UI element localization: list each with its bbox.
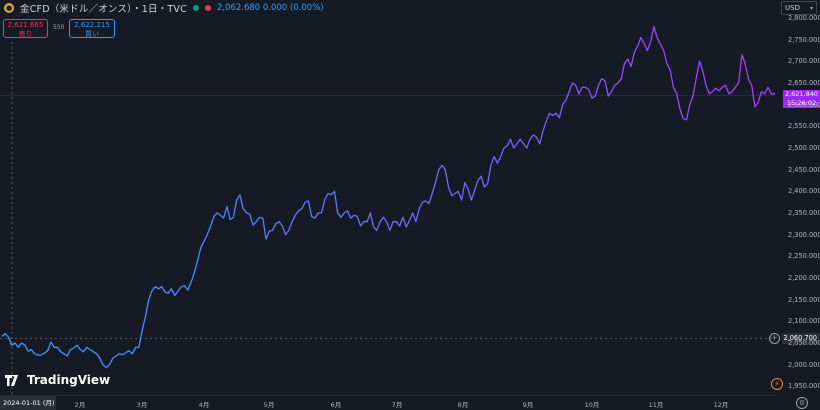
spread-value: 550 xyxy=(53,24,65,31)
price-axis-label: 2,250.000 xyxy=(788,252,820,261)
price-chart[interactable] xyxy=(0,0,775,395)
tradingview-logo-icon xyxy=(5,374,18,386)
time-axis[interactable]: 2月 3月 4月 5月 6月 7月 8月 9月 10月 11月 12月 xyxy=(0,395,775,410)
price-axis-label: 2,400.000 xyxy=(788,187,820,196)
gear-icon[interactable]: ⚙ xyxy=(796,397,808,409)
price-axis-label: 2,000.000 xyxy=(788,360,820,369)
price-axis-label: 2,150.000 xyxy=(788,295,820,304)
price-axis-label: 1,950.000 xyxy=(788,382,820,391)
tick-jul: 7月 xyxy=(391,401,403,409)
price-axis-label: 2,500.000 xyxy=(788,144,820,152)
tick-oct: 10月 xyxy=(584,401,600,409)
price-axis-label: 2,100.000 xyxy=(788,317,820,326)
chart-header: ● 金CFD（米ドル／オンス）・1日・TVC 2,062.680 0.000 (… xyxy=(0,0,775,16)
price-axis-label: 2,200.000 xyxy=(788,274,820,282)
price-axis-label: 2,800.000 xyxy=(788,14,820,22)
market-open-icon xyxy=(192,5,199,11)
gold-price-series xyxy=(1,26,775,369)
currency-select[interactable]: USD ▾ xyxy=(781,1,817,15)
tick-sep: 9月 xyxy=(522,401,534,409)
price-axis-label: 2,300.000 xyxy=(788,230,820,239)
chevron-down-icon: ▾ xyxy=(809,5,813,12)
quote-change: 2,062.680 0.000 (0.00%) xyxy=(216,3,324,13)
symbol-title[interactable]: 金CFD（米ドル／オンス）・1日・TVC xyxy=(20,4,187,15)
crosshair-date-label: 2024-01-01 (月) xyxy=(0,396,56,410)
tick-apr: 4月 xyxy=(198,401,210,409)
price-axis-label: 2,550.000 xyxy=(788,122,820,131)
buy-button[interactable]: 2,622.215 買い xyxy=(69,19,115,38)
tick-feb: 2月 xyxy=(74,401,86,409)
last-price-value: 2,621.840 xyxy=(784,90,819,99)
buy-price: 2,622.215 xyxy=(74,21,110,29)
last-price-tag: 2,621.840 15:26:02 xyxy=(783,90,820,109)
tick-may: 5月 xyxy=(263,401,275,409)
countdown-timer: 15:26:02 xyxy=(786,99,817,108)
price-axis-label: 2,350.000 xyxy=(788,209,820,217)
tick-mar: 3月 xyxy=(136,401,148,409)
price-axis-label: 2,650.000 xyxy=(788,79,820,87)
crosshair-price-label: 2,060.700 xyxy=(782,332,820,344)
price-axis-label: 2,050.000 xyxy=(788,339,820,347)
logo-text: TradingView xyxy=(27,373,111,387)
gold-coin-icon: ● xyxy=(4,3,14,13)
tradingview-logo[interactable]: TradingView xyxy=(5,373,110,387)
buy-label: 買い xyxy=(85,29,99,38)
sell-button[interactable]: 2,621.665 売り xyxy=(3,19,48,38)
price-axis-label: 2,600.000 xyxy=(788,100,820,109)
tick-nov: 11月 xyxy=(648,401,664,409)
tick-jun: 6月 xyxy=(330,401,342,409)
sell-price: 2,621.665 xyxy=(7,21,44,29)
add-alert-plus-icon[interactable]: + xyxy=(769,332,780,344)
price-axis-label: 2,450.000 xyxy=(788,165,820,174)
tick-aug: 8月 xyxy=(457,401,469,409)
lightning-icon[interactable]: ⚡ xyxy=(771,378,783,390)
price-axis-label: 2,700.000 xyxy=(788,57,820,66)
status-dot-icon xyxy=(204,5,211,11)
sell-label: 売り xyxy=(18,29,33,38)
price-axis-label: 2,750.000 xyxy=(788,35,820,44)
tick-dec: 12月 xyxy=(713,401,729,409)
currency-value: USD xyxy=(785,4,800,12)
